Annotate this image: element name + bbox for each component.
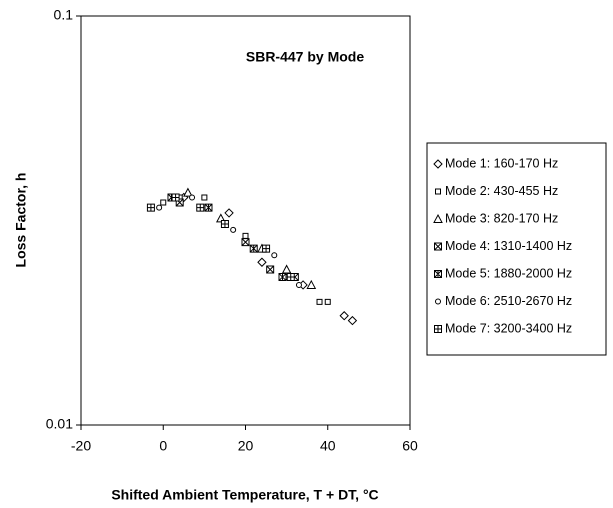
x-axis-label: Shifted Ambient Temperature, T + DT, °C (111, 487, 378, 503)
legend-label: Mode 6: 2510-2670 Hz (445, 294, 572, 308)
legend-label: Mode 7: 3200-3400 Hz (445, 321, 572, 335)
data-point (171, 193, 180, 202)
data-point (146, 203, 155, 212)
data-point (230, 226, 237, 233)
legend-marker (433, 159, 443, 169)
x-tick-label: 60 (402, 438, 418, 454)
legend-marker (435, 298, 442, 305)
data-point (204, 203, 213, 212)
data-point (324, 298, 331, 305)
legend-label: Mode 3: 820-170 Hz (445, 211, 558, 225)
data-point (257, 257, 267, 267)
data-point (295, 281, 302, 288)
plot-frame (80, 15, 411, 426)
legend-label: Mode 5: 1880-2000 Hz (445, 266, 572, 280)
data-point (220, 220, 229, 229)
legend-label: Mode 2: 430-455 Hz (445, 184, 558, 198)
data-point (189, 194, 196, 201)
data-point (281, 264, 292, 274)
data-point (249, 244, 258, 253)
legend-marker (433, 213, 443, 223)
data-point (316, 298, 323, 305)
legend-marker (434, 270, 442, 278)
data-point (241, 238, 250, 247)
data-point (306, 279, 317, 289)
x-tick-label: 20 (238, 438, 254, 454)
data-point (183, 187, 193, 197)
data-point (286, 273, 295, 282)
legend-marker (434, 242, 442, 251)
y-tick-label: 0.01 (46, 416, 73, 432)
data-point (271, 252, 278, 259)
data-point (196, 203, 205, 212)
x-tick-label: 0 (159, 438, 167, 454)
data-point (339, 311, 349, 321)
legend-marker (434, 325, 442, 333)
data-point (347, 315, 358, 326)
legend-label: Mode 4: 1310-1400 Hz (445, 239, 572, 253)
legend-marker (435, 188, 441, 195)
y-axis-label: Loss Factor, h (13, 173, 29, 268)
data-point (278, 273, 287, 282)
chart-title: SBR-447 by Mode (246, 49, 364, 65)
data-point (215, 213, 226, 223)
x-tick-label: 40 (320, 438, 336, 454)
data-point (242, 232, 249, 239)
data-point (160, 199, 167, 206)
data-point (266, 265, 275, 274)
x-tick-label: -20 (71, 438, 91, 454)
data-point (201, 194, 208, 201)
legend-box (426, 142, 607, 356)
legend-label: Mode 1: 160-170 Hz (445, 156, 558, 170)
y-tick-label: 0.1 (54, 7, 74, 23)
data-point (262, 244, 271, 253)
data-point (224, 208, 234, 218)
data-point (156, 204, 163, 211)
